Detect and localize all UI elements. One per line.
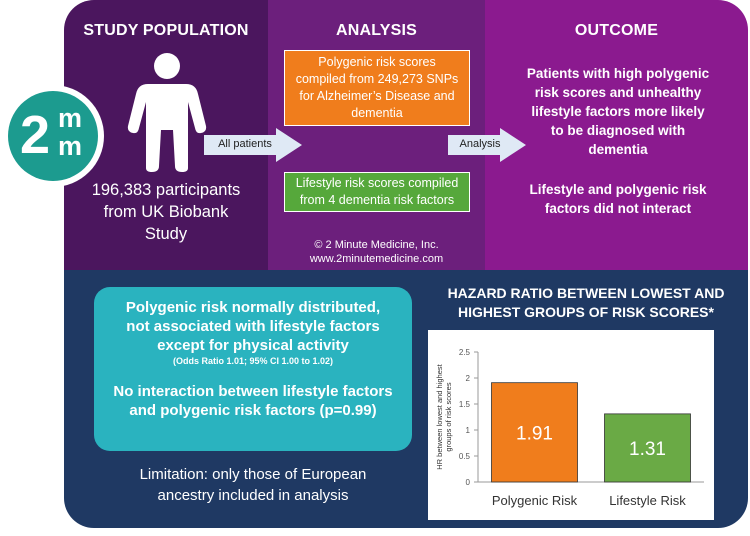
polygenic-line: dementia bbox=[351, 106, 403, 120]
outcome-finding-2: Lifestyle and polygenic risk factors did… bbox=[505, 180, 731, 218]
infographic-card: STUDY POPULATION 196,383 participants fr… bbox=[64, 0, 748, 528]
x-category-label: Polygenic Risk bbox=[492, 493, 578, 508]
finding-line: Lifestyle and polygenic risk bbox=[529, 182, 707, 197]
finding-line: dementia bbox=[588, 142, 648, 157]
bar-value-label: 1.31 bbox=[629, 439, 666, 460]
result-line: Polygenic risk normally distributed, bbox=[125, 299, 381, 316]
lifestyle-line: Lifestyle risk scores compiled bbox=[295, 176, 459, 190]
hazard-ratio-chart: 0 0.5 1 1.5 2 2.5 HR between lowest and highes… bbox=[435, 348, 704, 508]
y-tick-label: 2 bbox=[466, 374, 471, 383]
results-summary-box: Polygenic risk normally distributed, not… bbox=[94, 287, 412, 451]
logo: 2 m m bbox=[2, 85, 104, 187]
polygenic-line: Polygenic risk scores bbox=[318, 55, 436, 69]
result-line: except for physical activity bbox=[157, 337, 349, 354]
analysis-panel: ANALYSIS Polygenic risk scores compiled … bbox=[268, 0, 485, 270]
finding-line: factors did not interact bbox=[544, 201, 692, 216]
bar-polygenic-risk bbox=[491, 382, 578, 483]
finding-line: risk scores and unhealthy bbox=[534, 85, 702, 100]
study-population-title: STUDY POPULATION bbox=[83, 22, 249, 39]
logo-text-m-top: m bbox=[58, 103, 83, 133]
y-tick-label: 1 bbox=[466, 426, 471, 435]
polygenic-line: compiled from 249,273 SNPs bbox=[295, 72, 459, 86]
y-axis-label-line: HR between lowest and highest bbox=[435, 363, 444, 469]
outcome-title: OUTCOME bbox=[574, 22, 659, 39]
polygenic-line: for Alzheimer’s Disease and bbox=[299, 89, 455, 103]
lifestyle-risk-box: Lifestyle risk scores compiled from 4 de… bbox=[284, 172, 470, 212]
odds-ratio-text: (Odds Ratio 1.01; 95% CI 1.00 to 1.02) bbox=[172, 356, 334, 366]
chart-title-line: HAZARD RATIO BETWEEN LOWEST AND bbox=[447, 285, 725, 301]
x-category-label: Lifestyle Risk bbox=[609, 493, 686, 508]
results-panel: Polygenic risk normally distributed, not… bbox=[64, 270, 748, 528]
website-link[interactable]: www.2minutemedicine.com bbox=[309, 253, 444, 265]
logo-badge: 2 m m bbox=[8, 91, 98, 181]
analysis-title: ANALYSIS bbox=[335, 22, 418, 39]
footer-clip bbox=[64, 530, 748, 536]
y-tick-label: 0.5 bbox=[459, 452, 471, 461]
result-line: and polygenic risk factors (p=0.99) bbox=[129, 402, 377, 419]
bar-value-label: 1.91 bbox=[516, 423, 553, 444]
y-axis-label: HR between lowest and highestgroups of r… bbox=[435, 363, 453, 469]
lifestyle-line: from 4 dementia risk factors bbox=[299, 193, 455, 207]
analysis-arrow bbox=[448, 128, 526, 162]
y-axis-label-line: groups of risk scores bbox=[444, 382, 453, 451]
finding-line: Patients with high polygenic bbox=[526, 66, 710, 81]
limitation-line: Limitation: only those of European bbox=[139, 466, 367, 483]
participants-line: 196,383 participants bbox=[91, 181, 241, 199]
logo-text-2: 2 bbox=[20, 105, 51, 165]
outcome-panel: OUTCOME Patients with high polygenic ris… bbox=[485, 0, 748, 270]
participants-line: from UK Biobank bbox=[103, 203, 229, 221]
outcome-finding-1: Patients with high polygenic risk scores… bbox=[505, 64, 731, 159]
chart-title: HAZARD RATIO BETWEEN LOWEST AND HIGHEST … bbox=[428, 284, 744, 322]
person-icon bbox=[127, 53, 207, 172]
result-line: not associated with lifestyle factors bbox=[126, 318, 380, 335]
analysis-arrow-label: Analysis bbox=[459, 138, 501, 150]
participants-line: Study bbox=[144, 225, 188, 243]
limitation-text: Limitation: only those of European ances… bbox=[94, 464, 412, 506]
all-patients-label: All patients bbox=[218, 138, 272, 150]
logo-text-m-bottom: m bbox=[58, 131, 83, 161]
all-patients-arrow bbox=[204, 128, 302, 162]
y-tick-label: 0 bbox=[466, 478, 471, 487]
finding-line: to be diagnosed with bbox=[550, 123, 686, 138]
limitation-line: ancestry included in analysis bbox=[157, 487, 349, 504]
polygenic-risk-box: Polygenic risk scores compiled from 249,… bbox=[284, 50, 470, 126]
y-tick-label: 2.5 bbox=[459, 348, 471, 357]
chart-title-line: HIGHEST GROUPS OF RISK SCORES* bbox=[458, 304, 714, 320]
participants-text: 196,383 participants from UK Biobank Stu… bbox=[64, 179, 268, 245]
bar-lifestyle-risk bbox=[604, 413, 691, 483]
copyright-text: © 2 Minute Medicine, Inc. bbox=[314, 239, 439, 251]
copyright-notice: © 2 Minute Medicine, Inc. www.2minutemed… bbox=[268, 238, 485, 266]
finding-line: lifestyle factors more likely bbox=[531, 104, 705, 119]
y-tick-label: 1.5 bbox=[459, 400, 471, 409]
result-line: No interaction between lifestyle factors bbox=[113, 383, 393, 400]
chart-panel: 0 0.5 1 1.5 2 2.5 HR between lowest and highes… bbox=[428, 330, 714, 520]
